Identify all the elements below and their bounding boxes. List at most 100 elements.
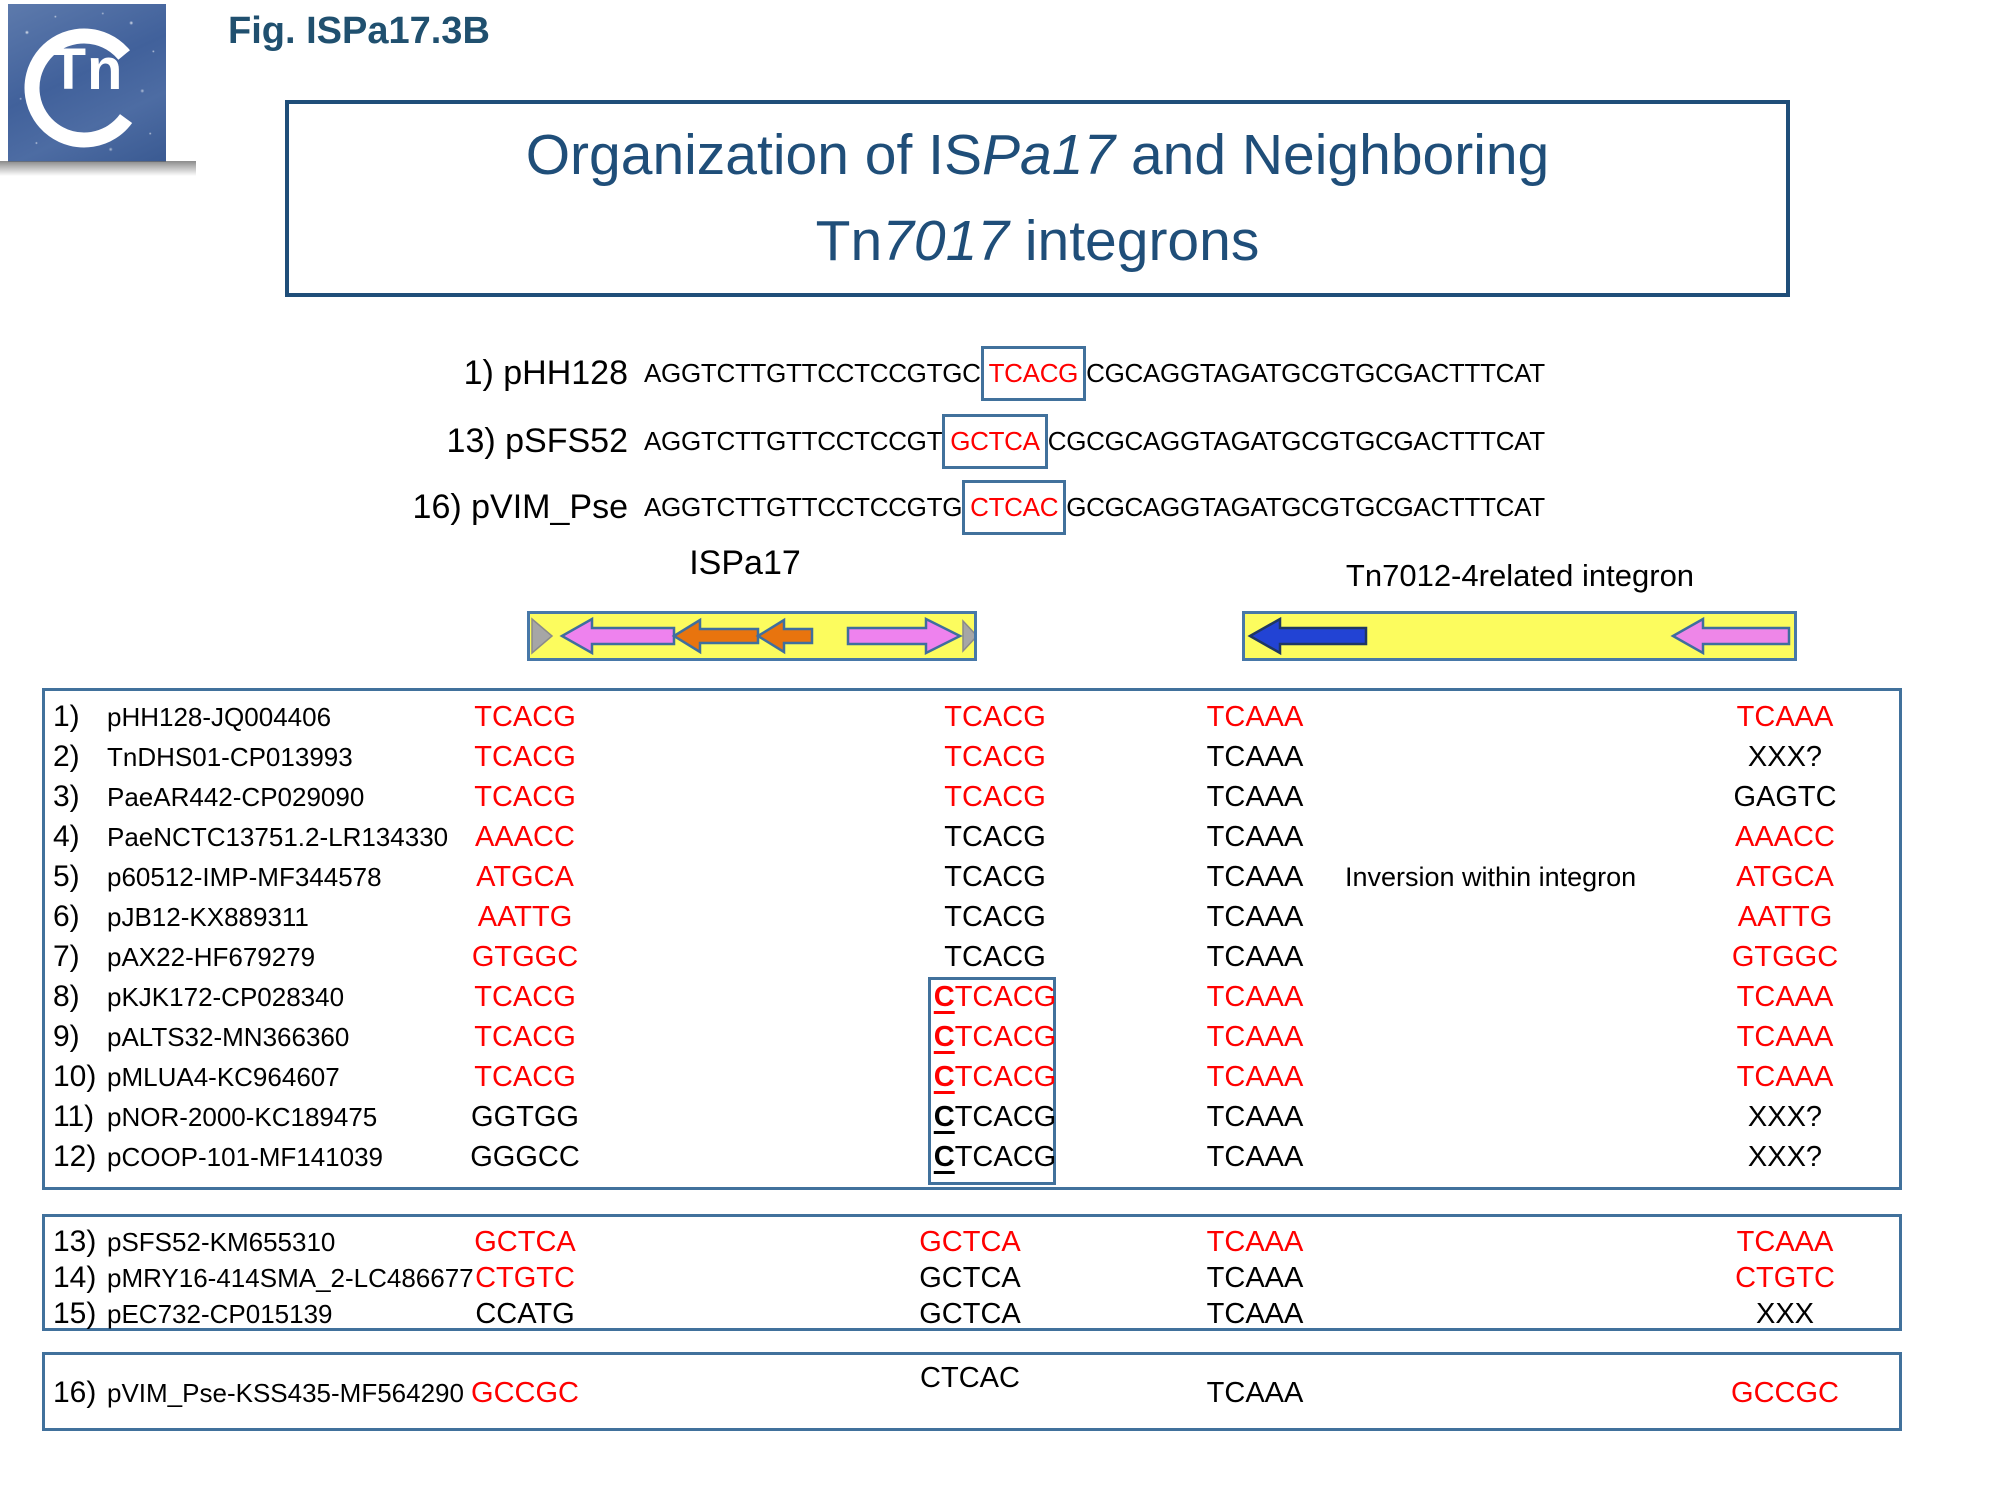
seq-c2: CTCACG <box>933 1101 1057 1133</box>
seq-c1: TCACG <box>474 981 576 1013</box>
seq-c3: TCAAA <box>1206 1298 1304 1330</box>
row-number: 13) <box>53 1225 97 1258</box>
row-number: 2) <box>53 740 80 773</box>
table-row: 3) PaeAR442-CP029090 TCACG TCACG TCAAA GAGTC <box>45 777 1899 817</box>
seq-c3: TCAAA <box>1206 1226 1304 1258</box>
blue-gene-arrow-icon <box>1247 616 1368 656</box>
title-seg: Organization of IS <box>525 123 982 187</box>
seq-c2: CTCACG <box>933 1061 1057 1093</box>
ctcacg-highlight-box <box>928 977 1056 1185</box>
seq-c3: TCAAA <box>1206 1061 1304 1093</box>
bold-underlined-base: C <box>933 1021 955 1053</box>
seq-c4: GTGGC <box>1731 941 1839 973</box>
seq-c2: GCTCA <box>919 1262 1021 1294</box>
accession-name: pCOOP-101-MF141039 <box>107 1142 384 1172</box>
sequence-pre: AGGTCTTGTTCCTCCGTG <box>644 491 963 522</box>
seq-c3: TCAAA <box>1206 821 1304 853</box>
accession-name: pHH128-JQ004406 <box>107 702 332 732</box>
seq-c1: CTGTC <box>475 1262 575 1294</box>
row-number: 8) <box>53 980 80 1013</box>
right-ir-end-icon <box>962 619 974 653</box>
seq-c4: CTGTC <box>1735 1262 1835 1294</box>
accession-name: pKJK172-CP028340 <box>107 982 345 1012</box>
accession-name: pMRY16-414SMA_2-LC486677 <box>107 1263 474 1293</box>
accession-name: TnDHS01-CP013993 <box>107 742 353 772</box>
bold-underlined-base: C <box>933 1061 955 1093</box>
bold-underlined-base: C <box>933 981 955 1013</box>
accession-name: pALTS32-MN366360 <box>107 1022 350 1052</box>
accession-name: pNOR-2000-KC189475 <box>107 1102 378 1132</box>
row-number: 1) <box>53 700 80 733</box>
table-row: 10) pMLUA4-KC964607 TCACG CTCACG TCAAA TCAAA <box>45 1057 1899 1097</box>
title-seg-italic: Pa17 <box>981 123 1116 187</box>
accession-name: PaeAR442-CP029090 <box>107 782 365 812</box>
seq-c4: XXX? <box>1747 1101 1823 1133</box>
seq-c4: AATTG <box>1737 901 1833 933</box>
seq-c1: TCACG <box>474 1061 576 1093</box>
ispa17-element-bar <box>527 611 977 661</box>
seq-c1: GGTGG <box>471 1101 579 1133</box>
seq-c4: XXX? <box>1747 1141 1823 1173</box>
seq-c4: ATGCA <box>1736 861 1834 893</box>
alignment-table-row-16: 16) pVIM_Pse-KSS435-MF564290 GCCGC CTCAC TCA… <box>42 1352 1902 1431</box>
seq-c1: GCCGC <box>471 1377 579 1409</box>
table-row: 16) pVIM_Pse-KSS435-MF564290 GCCGC CTCAC TCA… <box>45 1362 1899 1413</box>
table-row: 11) pNOR-2000-KC189475 GGTGG CTCACG TCAAA XXX… <box>45 1097 1899 1137</box>
violet-gene-arrow-left-icon <box>559 616 676 656</box>
orange-gene-arrow-short-icon <box>755 617 814 655</box>
tn7012-integron-label: Tn7012-4related integron <box>1345 558 1695 593</box>
row-number: 15) <box>53 1297 97 1330</box>
accession-name: PaeNCTC13751.2-LR134330 <box>107 822 449 852</box>
seq-c2: TCACG <box>944 701 1046 733</box>
table-row: 7) pAX22-HF679279 GTGGC TCACG TCAAA GTGGC <box>45 937 1899 977</box>
seq-c3: TCAAA <box>1206 1141 1304 1173</box>
sequence-post: GCGCAGGTAGATGCGTGCGACTTTCAT <box>1066 491 1545 522</box>
accession-name: p60512-IMP-MF344578 <box>107 862 382 892</box>
logo-texture <box>8 4 166 162</box>
seq-c3: TCAAA <box>1206 701 1304 733</box>
row-number: 7) <box>53 940 80 973</box>
seq-c1: CCATG <box>475 1298 575 1330</box>
bold-underlined-base: C <box>933 1101 955 1133</box>
row-number: 3) <box>53 780 80 813</box>
alignment-table-rows-1-12: 1) pHH128-JQ004406 TCACG TCACG TCAAA TCAAA 2) T… <box>42 688 1902 1190</box>
violet-gene-arrow-right-icon <box>846 616 963 656</box>
seq-c3: TCAAA <box>1206 1021 1304 1053</box>
sequence-row-label: 16) pVIM_Pse <box>412 487 628 526</box>
integron-gene-arrows <box>1247 616 1791 656</box>
seq-c2: GCTCA <box>919 1226 1021 1258</box>
row-number: 14) <box>53 1261 97 1294</box>
seq-c3: TCAAA <box>1206 981 1304 1013</box>
accession-name: pJB12-KX889311 <box>107 902 309 932</box>
seq-c4: TCAAA <box>1736 1021 1834 1053</box>
sequence-post: CGCGCAGGTAGATGCGTGCGACTTTCAT <box>1047 425 1545 456</box>
pink-gene-arrow-icon <box>1670 616 1791 656</box>
sequence-boxed-motif: GCTCA <box>942 413 1048 469</box>
seq-c4: TCAAA <box>1736 1061 1834 1093</box>
sequence-boxed-motif: CTCAC <box>962 479 1067 535</box>
table-row: 6) pJB12-KX889311 AATTG TCACG TCAAA AATTG <box>45 897 1899 937</box>
seq-c1: TCACG <box>474 741 576 773</box>
table-row: 14) pMRY16-414SMA_2-LC486677 CTGTC GCTCA TCA… <box>45 1258 1899 1298</box>
seq-c1: GCTCA <box>474 1226 576 1258</box>
seq-c3: TCAAA <box>1206 901 1304 933</box>
table-row: 12) pCOOP-101-MF141039 GGGCC CTCACG TCAAA XXX… <box>45 1137 1899 1177</box>
figure-label: Fig. ISPa17.3B <box>228 10 490 52</box>
sequence-post: CGCAGGTAGATGCGTGCGACTTTCAT <box>1086 357 1545 388</box>
table-row: 15) pEC732-CP015139 CCATG GCTCA TCAAA XXX <box>45 1294 1899 1334</box>
sequence-row-pSFS52: 13) pSFS52 AGGTCTTGTTCCTCCGT GCTCA CGCGC… <box>328 412 1545 470</box>
row-number: 9) <box>53 1020 80 1053</box>
seq-c1: ATGCA <box>476 861 574 893</box>
sequence-pre: AGGTCTTGTTCCTCCGT <box>644 425 943 456</box>
seq-c3: TCAAA <box>1206 941 1304 973</box>
seq-c3: TCAAA <box>1206 741 1304 773</box>
inversion-annotation: Inversion within integron <box>1345 862 1637 892</box>
ispa17-label: ISPa17 <box>689 544 801 582</box>
seq-c3: TCAAA <box>1206 861 1304 893</box>
seq-c4: TCAAA <box>1736 981 1834 1013</box>
table-row: 2) TnDHS01-CP013993 TCACG TCACG TCAAA XXX? <box>45 737 1899 777</box>
sequence-row-label: 1) pHH128 <box>463 353 628 392</box>
seq-c3: TCAAA <box>1206 1377 1304 1409</box>
table-row: 1) pHH128-JQ004406 TCACG TCACG TCAAA TCAAA <box>45 697 1899 737</box>
